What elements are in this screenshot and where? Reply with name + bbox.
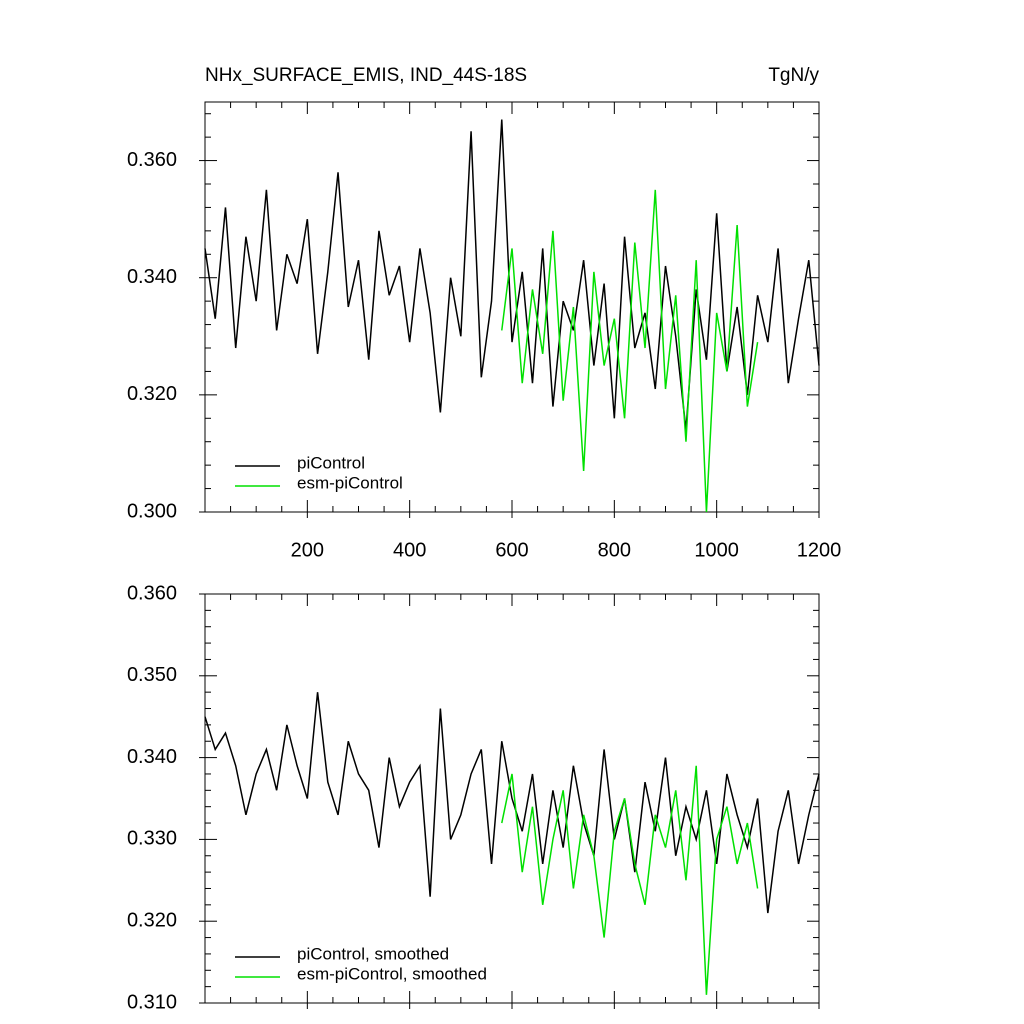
y-tick-label: 0.340 <box>127 746 177 768</box>
legend-label: esm-piControl <box>297 473 403 492</box>
legend-label: piControl, smoothed <box>297 944 449 963</box>
x-tick-label: 1200 <box>797 539 842 561</box>
series-line <box>204 119 820 431</box>
legend-label: esm-piControl, smoothed <box>297 964 487 983</box>
x-tick-label: 1000 <box>694 539 739 561</box>
series-line <box>501 189 759 513</box>
series-line <box>204 692 820 914</box>
y-tick-label: 0.340 <box>127 266 177 288</box>
y-tick-label: 0.360 <box>127 149 177 171</box>
chart-title: NHx_SURFACE_EMIS, IND_44S-18S <box>205 65 527 86</box>
series-line <box>501 765 759 995</box>
y-tick-label: 0.300 <box>127 500 177 522</box>
y-tick-label: 0.320 <box>127 909 177 931</box>
legend-label: piControl <box>297 453 365 472</box>
x-tick-label: 400 <box>393 539 426 561</box>
y-tick-label: 0.320 <box>127 383 177 405</box>
x-tick-label: 200 <box>291 539 324 561</box>
units-label: TgN/y <box>768 65 819 86</box>
plot-frame <box>204 101 820 513</box>
y-tick-label: 0.330 <box>127 828 177 850</box>
x-tick-label: 800 <box>598 539 631 561</box>
y-tick-label: 0.360 <box>127 582 177 604</box>
y-tick-label: 0.310 <box>127 991 177 1013</box>
y-tick-label: 0.350 <box>127 664 177 686</box>
x-tick-label: 600 <box>495 539 528 561</box>
